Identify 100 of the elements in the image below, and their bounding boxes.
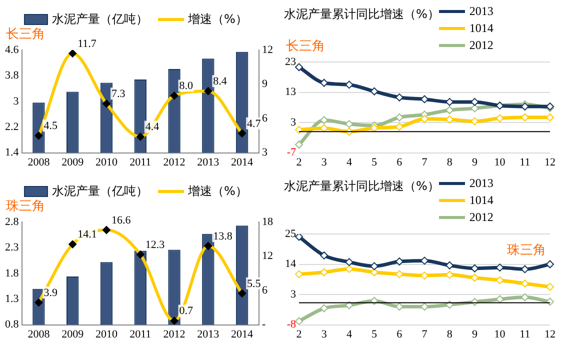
y-tick-label: 14 — [285, 258, 296, 270]
legend-label: 2012 — [469, 38, 494, 53]
chart-title: 水泥产量累计同比增速（%） — [284, 178, 440, 195]
x-tick-label: 2013 — [197, 156, 220, 168]
point — [546, 282, 554, 291]
y-tick-label: 3 — [290, 116, 296, 128]
point — [370, 87, 378, 96]
text: 长三角 — [6, 26, 45, 42]
data-label: 7.3 — [111, 88, 126, 100]
point — [420, 114, 428, 123]
x-tick-label: 2009 — [62, 328, 84, 340]
x-tick-label: 2013 — [197, 328, 220, 340]
x-tick-label: 9 — [472, 328, 478, 340]
data-label: 12.3 — [145, 238, 166, 251]
data-label: 5.5 — [247, 278, 262, 290]
legend-label: 水泥产量（亿吨） — [52, 182, 148, 200]
point — [420, 302, 428, 311]
data-label: 4.5 — [44, 120, 58, 132]
y2-tick-label: 3 — [262, 146, 268, 159]
annotation: 珠三角 — [507, 242, 546, 258]
point — [345, 258, 354, 266]
point — [295, 270, 303, 278]
point — [295, 140, 303, 149]
y-tick-label: 3.8 — [5, 70, 20, 82]
text: 长三角 — [286, 38, 325, 54]
point — [470, 274, 479, 282]
point — [446, 261, 454, 270]
x-tick-label: 2010 — [95, 156, 118, 168]
point — [345, 301, 354, 310]
y-tick-label: 23 — [285, 56, 296, 68]
point — [295, 63, 303, 72]
data-label: 4.4 — [145, 121, 160, 134]
x-tick-label: 11 — [520, 156, 530, 168]
legend-label: 2012 — [469, 210, 494, 225]
y-tick-label: 0.8 — [5, 318, 20, 331]
x-tick-label: 10 — [494, 156, 506, 168]
y2-tick-label: 9 — [262, 78, 268, 90]
data-label: 3.9 — [44, 286, 58, 299]
x-tick-label: 12 — [544, 328, 556, 340]
point — [546, 113, 554, 122]
y-tick-label: 2.2 — [5, 120, 19, 133]
y-tick-label: 2.8 — [5, 216, 20, 228]
x-tick-label: 10 — [494, 328, 506, 340]
x-tick-label: 11 — [520, 328, 530, 340]
x-tick-label: 5 — [372, 156, 378, 168]
y2-tick-label: 18 — [262, 216, 274, 228]
x-tick-label: 2 — [296, 328, 302, 340]
point — [345, 80, 354, 89]
data-label: 8.0 — [179, 80, 194, 92]
x-tick-label: 6 — [396, 156, 403, 168]
x-tick-label: 2008 — [28, 156, 50, 168]
point — [546, 260, 554, 268]
x-tick-label: 12 — [544, 156, 556, 168]
x-tick-label: 9 — [472, 156, 478, 168]
data-label: 14.1 — [78, 228, 97, 241]
point — [320, 251, 328, 260]
y-tick-label: 2.3 — [5, 242, 20, 254]
point — [546, 298, 554, 306]
y-tick-label: 4.6 — [5, 44, 20, 56]
point — [420, 272, 428, 280]
text: 珠三角 — [6, 198, 45, 214]
legend-label: 增速（%） — [188, 182, 248, 200]
x-tick-label: 2010 — [95, 328, 118, 340]
y-tick-label: 3 — [13, 95, 20, 108]
y-tick-label: -8 — [286, 318, 296, 331]
x-tick-label: 2012 — [163, 328, 186, 340]
y-tick-label: 1.3 — [5, 292, 20, 305]
x-tick-label: 4 — [346, 328, 352, 340]
legend-label: 2013 — [469, 176, 494, 191]
x-tick-label: 8 — [446, 328, 453, 340]
x-tick-label: 2012 — [163, 156, 186, 168]
y-tick-label: 1.8 — [5, 267, 20, 280]
x-tick-label: 2009 — [62, 156, 84, 168]
data-label: 0.7 — [179, 305, 194, 318]
x-tick-label: 6 — [396, 328, 403, 340]
data-label: 11.7 — [78, 38, 97, 50]
legend-label: 1014 — [469, 21, 494, 36]
x-tick-label: 3 — [321, 328, 328, 340]
point — [420, 256, 428, 265]
x-tick-label: 2014 — [231, 328, 254, 340]
y2-tick-label: 6 — [262, 284, 268, 296]
point — [395, 93, 404, 102]
chart-title: 水泥产量累计同比增速（%） — [284, 6, 440, 23]
point — [395, 258, 404, 266]
y-tick-label: 1.4 — [5, 146, 20, 159]
y2-tick-label: - — [262, 318, 266, 331]
data-label: 4.7 — [247, 118, 262, 130]
data-label: 13.8 — [213, 230, 233, 242]
legend-label: 1014 — [469, 193, 494, 208]
x-tick-label: 8 — [446, 156, 453, 168]
y2-tick-label: 6 — [262, 112, 268, 124]
x-tick-label: 2 — [296, 156, 302, 168]
point — [420, 95, 428, 104]
point — [295, 234, 303, 241]
legend-label: 2013 — [469, 4, 494, 19]
y-tick-label: 13 — [285, 86, 296, 98]
legend-label: 水泥产量（亿吨） — [52, 10, 148, 28]
y2-tick-label: 12 — [262, 250, 273, 262]
y-tick-label: 3 — [290, 288, 296, 300]
y-tick-label: -7 — [286, 146, 296, 159]
